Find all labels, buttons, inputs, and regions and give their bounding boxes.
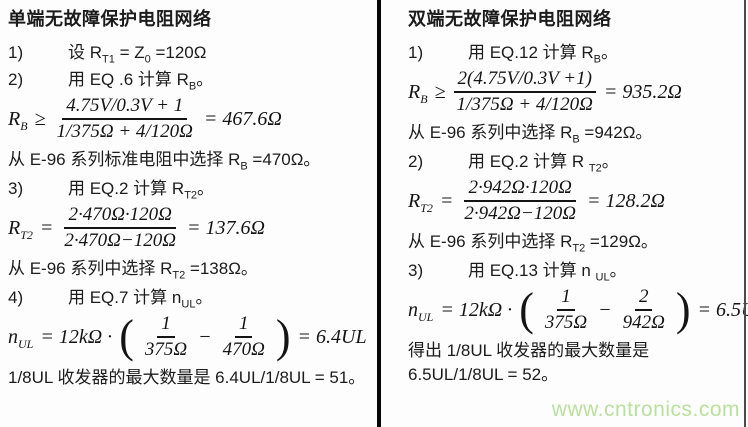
step-text: 用 EQ.12 计算 RB。 <box>468 43 618 66</box>
minus-operator: − <box>198 325 212 348</box>
fraction-numerator: 2·942Ω·120Ω <box>464 177 576 202</box>
formula-lhs: RT2 <box>8 216 33 242</box>
note-line: 得出 1/8UL 收发器的最大数量是 6.5UL/1/8UL = 52。 <box>408 341 650 384</box>
step-text: 设 RT1 = Z0 =120Ω <box>68 43 207 66</box>
formula-subscript: UL <box>18 336 34 351</box>
fraction-numerator: 1 <box>157 313 175 338</box>
formula-lhs: nUL <box>408 298 434 324</box>
fraction-denominator: 470Ω <box>222 339 265 360</box>
step-number: 4) <box>8 288 24 307</box>
formula-relation: ≥ <box>434 80 446 103</box>
step-item: 2) 用 EQ .6 计算 RB。 <box>8 68 372 93</box>
formula-subscript: B <box>420 91 428 106</box>
formula-result: = 137.6Ω <box>186 216 265 239</box>
formula-relation: = <box>39 216 54 239</box>
formula-relation: = 12kΩ · <box>40 325 113 348</box>
formula-lhs: RB <box>8 107 28 133</box>
step-number: 2) <box>8 70 24 89</box>
fraction-denominator: 942Ω <box>622 312 665 333</box>
formula-rt2-double: RT2 = 2·942Ω·120Ω 2·942Ω−120Ω = 128.2Ω <box>408 177 742 225</box>
fraction-denominator: 1/375Ω + 4/120Ω <box>56 121 193 142</box>
fraction: 2 942Ω <box>619 286 669 334</box>
fraction-numerator: 1 <box>234 313 253 338</box>
fraction-numerator: 1 <box>557 286 575 311</box>
fraction-denominator: 1/375Ω + 4/120Ω <box>456 94 593 115</box>
step-item: 4) 用 EQ.7 计算 nUL。 <box>8 286 372 311</box>
step-text: 用 EQ.2 计算 RT2。 <box>68 179 215 202</box>
step-number: 1) <box>408 43 424 62</box>
fraction-numerator: 4.75V/0.3V + 1 <box>62 95 188 120</box>
formula-subscript: T2 <box>420 200 433 215</box>
fraction: 2(4.75V/0.3V +1) 1/375Ω + 4/120Ω <box>453 68 597 116</box>
note-line: 从 E-96 系列中选择 RT2 =138Ω。 <box>8 259 258 282</box>
formula-rt2-single: RT2 = 2·470Ω·120Ω 2·470Ω−120Ω = 137.6Ω <box>8 204 372 252</box>
formula-relation: ≥ <box>34 107 46 130</box>
formula-result: = 6.5UL <box>697 298 748 321</box>
note-line: 1/8UL 收发器的最大数量是 6.4UL/1/8UL = 51。 <box>8 368 366 387</box>
step-item: 2) 用 EQ.2 计算 R T2。 <box>408 150 742 175</box>
formula-lhs: nUL <box>8 325 34 351</box>
right-column: 双端无故障保护电阻网络 1) 用 EQ.12 计算 RB。 RB ≥ 2(4.7… <box>408 8 748 390</box>
step-number: 1) <box>8 43 24 62</box>
step-text: 用 EQ.13 计算 n UL。 <box>468 261 627 284</box>
note-line: 从 E-96 系列标准电阻中选择 RB =470Ω。 <box>8 150 321 173</box>
step-item: 1) 用 EQ.12 计算 RB。 <box>408 41 742 66</box>
step-number: 3) <box>408 261 424 280</box>
fraction-denominator: 2·942Ω−120Ω <box>464 203 576 224</box>
formula-lhs: RT2 <box>408 189 433 215</box>
step-item: 1) 设 RT1 = Z0 =120Ω <box>8 41 372 66</box>
minus-operator: − <box>598 298 612 321</box>
formula-lhs: RB <box>408 80 428 106</box>
section-title-double-ended: 双端无故障保护电阻网络 <box>408 9 612 29</box>
section-title-single-ended: 单端无故障保护电阻网络 <box>8 9 212 29</box>
left-column: 单端无故障保护电阻网络 1) 设 RT1 = Z0 =120Ω 2) 用 EQ … <box>8 8 372 393</box>
formula-subscript: B <box>20 118 28 133</box>
column-divider <box>377 0 381 427</box>
formula-subscript: UL <box>418 309 434 324</box>
note-line: 从 E-96 系列中选择 RB =942Ω。 <box>408 123 653 146</box>
fraction-numerator: 2(4.75V/0.3V +1) <box>453 68 596 93</box>
fraction: 2·942Ω·120Ω 2·942Ω−120Ω <box>460 177 580 225</box>
step-item: 3) 用 EQ.2 计算 RT2。 <box>8 177 372 202</box>
formula-rb-single: RB ≥ 4.75V/0.3V + 1 1/375Ω + 4/120Ω = 46… <box>8 95 372 143</box>
fraction-denominator: 375Ω <box>144 339 188 360</box>
fraction: 4.75V/0.3V + 1 1/375Ω + 4/120Ω <box>53 95 197 143</box>
formula-rb-double: RB ≥ 2(4.75V/0.3V +1) 1/375Ω + 4/120Ω = … <box>408 68 742 116</box>
fraction-numerator: 2 <box>634 286 653 311</box>
fraction-numerator: 2·470Ω·120Ω <box>64 204 176 229</box>
step-number: 3) <box>8 179 24 198</box>
step-text: 用 EQ.2 计算 R T2。 <box>468 152 619 175</box>
formula-result: = 128.2Ω <box>586 189 665 212</box>
step-text: 用 EQ.7 计算 nUL。 <box>68 288 213 311</box>
fraction-denominator: 2·470Ω−120Ω <box>64 230 176 251</box>
fraction: 1 470Ω <box>219 313 269 361</box>
formula-result: = 467.6Ω <box>203 107 282 130</box>
fraction-denominator: 375Ω <box>544 312 588 333</box>
note-line: 从 E-96 系列中选择 RT2 =129Ω。 <box>408 232 658 255</box>
formula-result: = 6.4UL <box>297 325 367 348</box>
page-edge-line <box>744 0 746 427</box>
formula-nul-double: nUL = 12kΩ · ( 1 375Ω − 2 942Ω ) = 6.5UL <box>408 286 748 334</box>
fraction: 1 375Ω <box>141 313 191 361</box>
watermark-text: www.cntronics.com <box>551 398 740 421</box>
formula-result: = 935.2Ω <box>603 80 682 103</box>
fraction: 1 375Ω <box>541 286 591 334</box>
step-number: 2) <box>408 152 424 171</box>
formula-relation: = <box>439 189 454 212</box>
fraction: 2·470Ω·120Ω 2·470Ω−120Ω <box>60 204 180 252</box>
formula-subscript: T2 <box>20 227 33 242</box>
formula-relation: = 12kΩ · <box>440 298 513 321</box>
step-item: 3) 用 EQ.13 计算 n UL。 <box>408 259 742 284</box>
formula-nul-single: nUL = 12kΩ · ( 1 375Ω − 1 470Ω ) = 6.4UL <box>8 310 367 363</box>
step-text: 用 EQ .6 计算 RB。 <box>68 70 214 93</box>
